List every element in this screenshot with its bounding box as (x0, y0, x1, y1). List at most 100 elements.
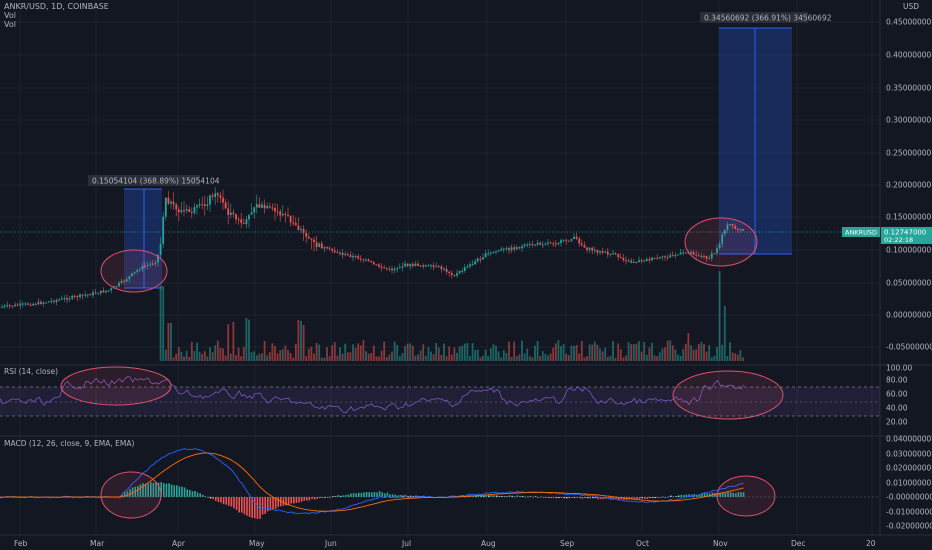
macd-histogram-bar (534, 496, 537, 497)
macd-axis-tick: 0.01000000 (886, 479, 932, 488)
candle-body (684, 252, 687, 254)
highlight-circle-november-price[interactable] (684, 217, 758, 267)
macd-histogram-bar (397, 495, 399, 497)
candle-body (63, 298, 66, 300)
macd-histogram-bar (155, 481, 157, 497)
candle-body (723, 229, 726, 235)
volume-bar (424, 355, 427, 361)
macd-histogram-bar (480, 496, 482, 497)
candle-body (367, 259, 370, 261)
highlight-circle-november-rsi[interactable] (672, 370, 784, 420)
volume-bar (398, 356, 401, 361)
macd-histogram-bar (334, 496, 337, 497)
candle-body (651, 257, 653, 261)
volume-bar (222, 348, 224, 361)
macd-histogram-bar (194, 490, 196, 497)
candle-body (222, 197, 224, 203)
time-axis-tick: Aug (481, 539, 496, 548)
macd-histogram-bar (345, 494, 347, 497)
macd-indicator[interactable] (0, 448, 880, 519)
volume-bar (198, 351, 201, 361)
candle-body (175, 204, 178, 210)
price-axis-tick: 0.35000000 (886, 84, 932, 93)
candle-body (250, 212, 253, 215)
rsi-line[interactable] (0, 376, 744, 414)
candle-body (11, 305, 14, 307)
time-axis[interactable]: Feb Mar Apr May Jun Jul Aug Sep Oct Nov Dec 20 (14, 539, 876, 548)
volume-bar (552, 347, 555, 361)
macd-histogram-bar (170, 484, 173, 497)
macd-histogram-bar (186, 489, 188, 497)
macd-histogram-bar (493, 495, 495, 497)
volume-legend-2[interactable]: Vol (4, 20, 16, 29)
volume-bar (320, 357, 323, 361)
candle-body (664, 256, 666, 258)
macd-histogram-bar (378, 491, 381, 497)
volume-bar (378, 356, 380, 361)
candle-body (232, 212, 235, 215)
volume-bar (682, 349, 685, 361)
highlight-circle-march-macd[interactable] (100, 471, 162, 519)
volume-bar (653, 355, 656, 361)
highlight-circle-march-price[interactable] (100, 249, 168, 293)
rsi-series (0, 376, 744, 414)
price-axis[interactable]: 0.45000000 0.40000000 0.35000000 0.30000000… (886, 18, 932, 352)
macd-histogram-bar (545, 497, 547, 498)
macd-histogram-bar (332, 496, 334, 497)
volume-bar (310, 346, 313, 361)
volume-bar (638, 341, 640, 361)
price-candles[interactable] (1, 187, 744, 310)
time-axis-tick: Oct (636, 539, 649, 548)
volume-bar (271, 343, 274, 361)
macd-histogram-bar (732, 492, 734, 497)
macd-histogram-bar (157, 482, 160, 497)
grid-lines (0, 0, 880, 535)
volume-bar (726, 356, 729, 361)
volume-legend-1[interactable]: Vol (4, 11, 16, 20)
macd-histogram-bar (412, 496, 415, 497)
rsi-title[interactable]: RSI (14, close) (4, 367, 58, 376)
macd-histogram-bar (698, 494, 701, 497)
measure-tool-right[interactable]: 0.34560692 (366.91%) 34560692 (700, 12, 832, 255)
volume-bar (489, 348, 492, 361)
volume-bar (203, 351, 206, 361)
highlight-circle-march-rsi[interactable] (60, 366, 172, 406)
volume-bar (674, 349, 677, 361)
highlight-circle-november-macd[interactable] (716, 475, 776, 517)
candle-body (606, 251, 609, 255)
candle-body (279, 211, 282, 216)
rsi-axis-tick: 40.00 (886, 404, 908, 413)
macd-histogram-bar (313, 497, 316, 500)
macd-histogram-bar (722, 492, 724, 497)
volume-bar (445, 356, 448, 361)
candle-body (313, 239, 315, 243)
candle-body (479, 258, 482, 260)
macd-title[interactable]: MACD (12, 26, close, 9, EMA, EMA) (4, 439, 134, 448)
macd-histogram-bar (160, 482, 162, 497)
candle-body (323, 247, 326, 249)
volume-bar (664, 347, 666, 361)
candle-body (81, 294, 84, 296)
volume-bar (214, 345, 217, 361)
volume-bar (359, 345, 362, 361)
macd-axis[interactable]: 0.04000000 0.03000000 0.02000000 0.01000000… (886, 435, 932, 531)
symbol-title[interactable]: ANKR/USD, 1D, COINBASE (4, 2, 109, 11)
candle-body (315, 242, 318, 248)
rsi-axis[interactable]: 100.00 80.00 60.00 40.00 20.00 (886, 364, 912, 427)
measure-tool-left[interactable]: 0.15054104 (368.89%) 15054104 (88, 175, 220, 289)
macd-histogram-bar (178, 486, 181, 497)
macd-axis-tick: 0.04000000 (886, 435, 932, 444)
volume-bar (393, 341, 396, 361)
candle-body (76, 296, 79, 298)
volume-bar (476, 349, 479, 361)
volume-bar (539, 356, 542, 361)
candle-body (531, 244, 534, 246)
volume-bar (300, 320, 302, 361)
candle-body (471, 264, 474, 266)
price-axis-tick: 0.45000000 (886, 18, 932, 27)
volume-bar (640, 351, 643, 361)
candle-body (588, 247, 591, 250)
candle-body (729, 224, 731, 226)
candle-body (92, 292, 94, 296)
